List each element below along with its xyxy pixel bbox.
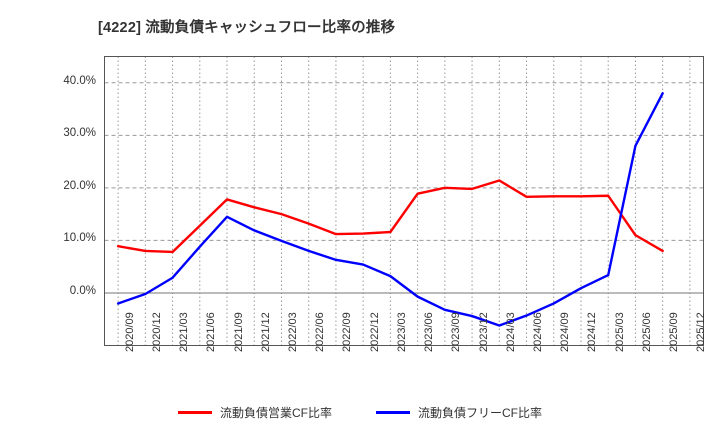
chart-legend: 流動負債営業CF比率 流動負債フリーCF比率 [0,404,720,421]
x-tick-label: 2021/06 [205,311,218,352]
legend-item-label: 流動負債営業CF比率 [220,406,332,420]
legend-item-label: 流動負債フリーCF比率 [418,406,542,420]
x-tick-label: 2020/09 [123,311,136,352]
x-tick-label: 2021/09 [232,311,245,352]
x-tick-label: 2025/12 [695,311,708,352]
x-tick-label: 2021/03 [178,311,191,352]
legend-swatch-free-cf [376,411,410,414]
data-series-lines [116,92,664,327]
x-tick-label: 2020/12 [150,311,163,352]
horizontal-gridlines [104,82,704,241]
x-tick-label: 2025/03 [613,311,626,352]
legend-item[interactable]: 流動負債フリーCF比率 [376,404,542,421]
x-tick-label: 2024/06 [532,311,545,352]
x-tick-label: 2022/12 [368,311,381,352]
y-tick-label: 0.0% [69,284,96,297]
y-tick-label: 30.0% [63,127,96,140]
x-tick-label: 2025/06 [640,311,653,352]
x-tick-label: 2025/09 [668,311,681,352]
legend-swatch-operating-cf [178,411,212,414]
x-tick-label: 2024/09 [559,311,572,352]
x-tick-label: 2024/12 [586,311,599,352]
x-tick-label: 2023/12 [477,311,490,352]
axis-frame [104,56,704,346]
x-tick-label: 2024/03 [504,311,517,352]
page-title: [4222] 流動負債キャッシュフロー比率の推移 [98,20,396,36]
x-tick-label: 2022/03 [286,311,299,352]
x-tick-label: 2022/09 [341,311,354,352]
x-tick-label: 2021/12 [259,311,272,352]
y-tick-label: 10.0% [63,232,96,245]
series-line-1 [116,92,664,327]
x-tick-label: 2022/06 [314,311,327,352]
vertical-gridlines [117,56,691,346]
x-tick-label: 2023/06 [423,311,436,352]
x-tick-label: 2023/09 [450,311,463,352]
legend-item[interactable]: 流動負債営業CF比率 [178,404,332,421]
y-tick-label: 20.0% [63,179,96,192]
y-tick-label: 40.0% [63,74,96,87]
x-tick-label: 2023/03 [395,311,408,352]
series-line-0 [116,179,664,254]
